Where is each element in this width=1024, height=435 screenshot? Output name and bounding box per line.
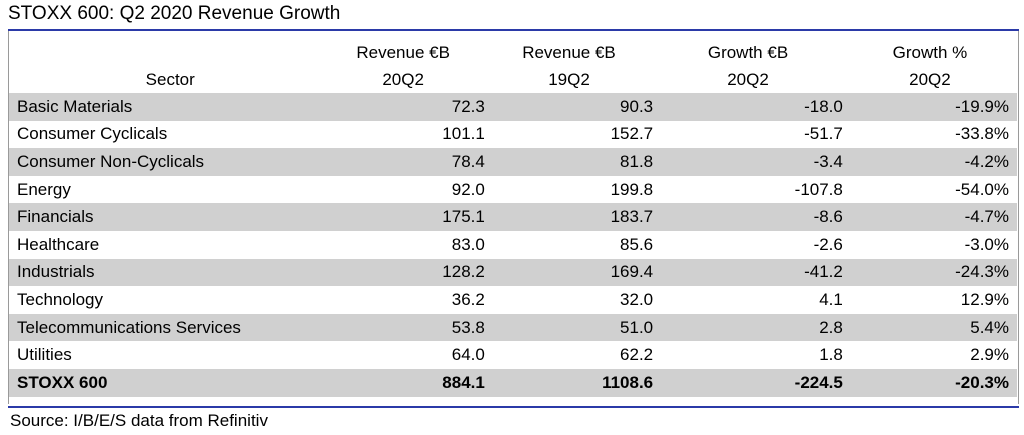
header-growth-pct-line1: Growth % bbox=[892, 42, 968, 62]
revenue-19q2-cell: 62.2 bbox=[620, 345, 654, 365]
growth-eur-cell: -224.5 bbox=[653, 368, 843, 397]
sector-cell: Energy bbox=[17, 179, 71, 199]
header-sector: Sector bbox=[145, 69, 195, 89]
revenue-20q2-cell: 53.8 bbox=[321, 313, 485, 342]
growth-pct-cell: 12.9% bbox=[960, 289, 1009, 309]
growth-eur-cell: -41.2 bbox=[653, 258, 843, 287]
growth-pct-cell: -19.9% bbox=[842, 93, 1017, 121]
revenue-19q2-cell: 183.7 bbox=[484, 203, 654, 231]
growth-pct-cell: -4.2% bbox=[842, 148, 1017, 176]
growth-pct-cell: -33.8% bbox=[955, 124, 1009, 144]
table-row: Industrials 128.2 169.4 -41.2 -24.3% bbox=[9, 258, 1017, 287]
sector-cell: Industrials bbox=[9, 258, 322, 287]
growth-pct-cell: 5.4% bbox=[842, 313, 1017, 342]
revenue-19q2-cell: 85.6 bbox=[620, 234, 654, 254]
header-rev20-line1: Revenue €B bbox=[356, 42, 450, 62]
bottom-rule bbox=[8, 406, 1019, 408]
source-note: Source: I/B/E/S data from Refinitiv bbox=[10, 411, 268, 430]
table-title: STOXX 600: Q2 2020 Revenue Growth bbox=[8, 3, 341, 24]
growth-eur-cell: 4.1 bbox=[819, 289, 843, 309]
header-growth-eur-line1: Growth €B bbox=[707, 42, 789, 62]
table-row: Telecommunications Services 53.8 51.0 2.8 5.… bbox=[9, 313, 1017, 342]
revenue-20q2-cell: 83.0 bbox=[451, 234, 485, 254]
revenue-19q2-cell: 169.4 bbox=[484, 258, 654, 287]
sector-cell: Healthcare bbox=[17, 234, 100, 254]
growth-pct-cell: -24.3% bbox=[842, 258, 1017, 287]
sector-cell: Technology bbox=[17, 289, 104, 309]
growth-eur-cell: -2.6 bbox=[813, 234, 843, 254]
growth-eur-cell: 1.8 bbox=[819, 345, 843, 365]
growth-eur-cell: -8.6 bbox=[653, 203, 843, 231]
growth-eur-cell: -51.7 bbox=[804, 124, 843, 144]
growth-eur-cell: -18.0 bbox=[653, 93, 843, 121]
sector-cell: Financials bbox=[9, 203, 322, 231]
table-row: Consumer Non-Cyclicals 78.4 81.8 -3.4 -4.2% bbox=[9, 148, 1017, 176]
top-rule bbox=[8, 29, 1019, 31]
revenue-20q2-cell: 101.1 bbox=[442, 124, 485, 144]
sector-cell: Basic Materials bbox=[9, 93, 322, 121]
header-rev19-line1: Revenue €B bbox=[522, 42, 616, 62]
table-row: Financials 175.1 183.7 -8.6 -4.7% bbox=[9, 203, 1017, 231]
revenue-20q2-cell: 78.4 bbox=[321, 148, 485, 176]
revenue-growth-table: Revenue €B Revenue €B Growth €B Growth %… bbox=[9, 39, 1017, 397]
total-row: STOXX 600 884.1 1108.6 -224.5 -20.3% bbox=[9, 368, 1017, 397]
revenue-19q2-cell: 199.8 bbox=[610, 179, 654, 199]
revenue-20q2-cell: 92.0 bbox=[451, 179, 485, 199]
revenue-19q2-cell: 90.3 bbox=[484, 93, 654, 121]
table-row: Healthcare 83.0 85.6 -2.6 -3.0% bbox=[9, 231, 1017, 259]
growth-pct-cell: -3.0% bbox=[964, 234, 1009, 254]
revenue-20q2-cell: 72.3 bbox=[321, 93, 485, 121]
table-row: Technology 36.2 32.0 4.1 12.9% bbox=[9, 286, 1017, 314]
table-row: Utilities 64.0 62.2 1.8 2.9% bbox=[9, 341, 1017, 369]
growth-pct-cell: -20.3% bbox=[842, 368, 1017, 397]
growth-eur-cell: -107.8 bbox=[794, 179, 843, 199]
table-frame bbox=[8, 31, 1019, 404]
header-rev19-period: 19Q2 bbox=[548, 69, 590, 89]
growth-pct-cell: -4.7% bbox=[842, 203, 1017, 231]
revenue-19q2-cell: 51.0 bbox=[484, 313, 654, 342]
revenue-20q2-cell: 36.2 bbox=[451, 289, 485, 309]
table-body: Basic Materials 72.3 90.3 -18.0 -19.9% Consum… bbox=[9, 93, 1017, 397]
revenue-20q2-cell: 128.2 bbox=[321, 258, 485, 287]
sector-cell: Utilities bbox=[17, 345, 72, 365]
revenue-20q2-cell: 64.0 bbox=[451, 345, 485, 365]
header-rev20-period: 20Q2 bbox=[382, 69, 424, 89]
growth-pct-cell: 2.9% bbox=[970, 345, 1009, 365]
growth-pct-cell: -54.0% bbox=[955, 179, 1009, 199]
sector-cell: Consumer Cyclicals bbox=[17, 124, 168, 144]
revenue-19q2-cell: 32.0 bbox=[620, 289, 654, 309]
revenue-19q2-cell: 152.7 bbox=[610, 124, 654, 144]
sector-cell: Telecommunications Services bbox=[9, 313, 322, 342]
sector-cell: Consumer Non-Cyclicals bbox=[9, 148, 322, 176]
header-growth-pct-period: 20Q2 bbox=[909, 69, 951, 89]
header-row-1: Revenue €B Revenue €B Growth €B Growth % bbox=[9, 39, 1017, 66]
revenue-20q2-cell: 175.1 bbox=[321, 203, 485, 231]
table-row: Consumer Cyclicals 101.1 152.7 -51.7 -33.8% bbox=[9, 121, 1017, 149]
revenue-19q2-cell: 81.8 bbox=[484, 148, 654, 176]
sector-cell: STOXX 600 bbox=[9, 368, 322, 397]
revenue-19q2-cell: 1108.6 bbox=[484, 368, 654, 397]
table-row: Energy 92.0 199.8 -107.8 -54.0% bbox=[9, 176, 1017, 204]
header-growth-eur-period: 20Q2 bbox=[727, 69, 769, 89]
table-row: Basic Materials 72.3 90.3 -18.0 -19.9% bbox=[9, 93, 1017, 121]
revenue-20q2-cell: 884.1 bbox=[321, 368, 485, 397]
header-sector-line1 bbox=[9, 39, 321, 66]
header-row-2: Sector 20Q2 19Q2 20Q2 20Q2 bbox=[9, 66, 1017, 93]
growth-eur-cell: 2.8 bbox=[653, 313, 843, 342]
growth-eur-cell: -3.4 bbox=[653, 148, 843, 176]
